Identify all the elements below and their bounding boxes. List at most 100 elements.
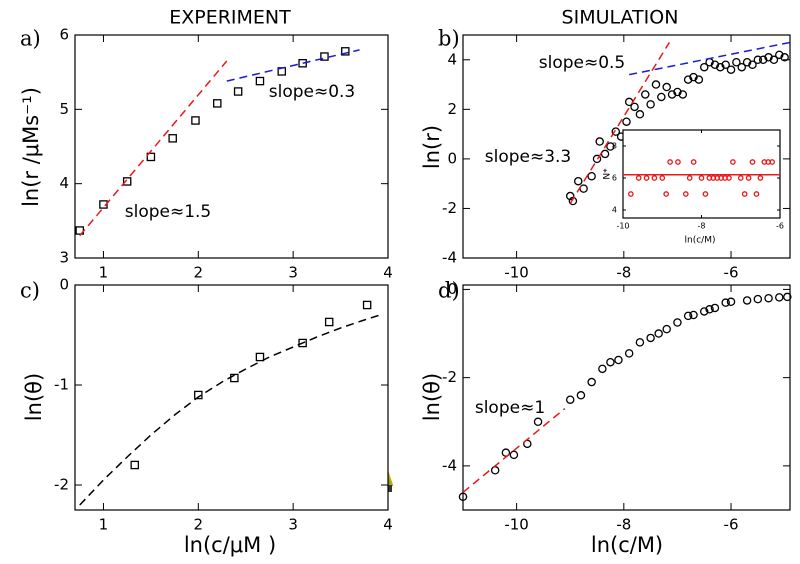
point [659, 175, 666, 181]
point [622, 117, 631, 126]
x-tick-label: -8 [616, 516, 631, 534]
point [726, 175, 732, 181]
point [710, 60, 720, 69]
point [698, 175, 705, 181]
point [780, 53, 789, 62]
x-tick-label: -6 [776, 222, 784, 231]
y-tick-label: 6 [612, 174, 617, 183]
panel-letter: b) [438, 27, 460, 51]
point [646, 100, 655, 109]
point [646, 333, 655, 343]
x-tick-label: 4 [383, 264, 393, 282]
point [130, 460, 140, 470]
point [721, 60, 730, 69]
y-tick-label: 6 [59, 26, 69, 44]
panel-title: EXPERIMENT [169, 7, 291, 29]
point [741, 191, 748, 197]
point [742, 58, 752, 67]
y-tick-label: 4 [612, 206, 617, 215]
y-axis-label: ln(θ) [22, 373, 46, 421]
plot-frame [462, 284, 791, 511]
point [758, 55, 768, 65]
point [587, 377, 596, 387]
point [737, 62, 747, 72]
y-tick-label: -2 [442, 199, 457, 217]
point [764, 53, 773, 62]
point [749, 159, 756, 165]
panel: 1 2 3 4 3 4 5 6 EXPERIMENT a) ln(r /μMs⁻¹) slope≈1.… [19, 7, 393, 282]
point [783, 292, 792, 302]
plot-frame [74, 284, 389, 511]
point [565, 191, 575, 201]
point [721, 298, 730, 307]
point [627, 191, 634, 197]
point [667, 90, 677, 99]
fit-line [79, 313, 384, 506]
point [598, 364, 607, 374]
y-tick-label: -4 [442, 249, 457, 267]
x-tick-label: 4 [383, 516, 393, 534]
point [730, 159, 736, 165]
y-tick-label: 0 [447, 149, 457, 167]
point [726, 65, 736, 74]
point [641, 90, 650, 99]
point [662, 324, 671, 334]
y-tick-label: -2 [442, 368, 457, 386]
panel-letter: d) [438, 279, 460, 303]
point [298, 338, 307, 348]
point [99, 200, 108, 209]
point [213, 99, 222, 108]
x-axis-label: ln(c/M) [591, 533, 663, 557]
point [667, 159, 673, 165]
panel: -10 -8 -6 -4 -2 0d) ln(c/M) ln(θ) slope≈1 [420, 279, 792, 557]
annotation: slope≈3.3 [485, 147, 572, 167]
x-tick-label: -10 [616, 222, 629, 231]
fit-line [629, 41, 790, 76]
x-tick-label: 2 [194, 516, 204, 534]
point [643, 175, 650, 181]
point [574, 176, 583, 186]
point [689, 310, 698, 320]
point [298, 58, 307, 68]
point [587, 171, 596, 181]
point [611, 127, 621, 136]
x-tick-label: 2 [194, 264, 204, 282]
point [362, 300, 372, 310]
y-axis-label: ln(r) [420, 125, 444, 169]
point [673, 318, 682, 327]
point [737, 175, 744, 181]
point [775, 293, 784, 302]
x-tick-label: -8 [698, 222, 706, 231]
point [657, 92, 666, 102]
point [194, 390, 203, 400]
point [694, 75, 704, 84]
point [635, 110, 645, 119]
point [341, 47, 350, 56]
panel: 1 2 3 4 -2 -1 0 c) ln(c/μM ) ln(θ) [20, 276, 393, 558]
point [748, 60, 757, 69]
fit-line [463, 407, 566, 493]
panel-letter: c) [20, 279, 40, 303]
point [324, 317, 334, 327]
point [191, 116, 200, 125]
point [683, 75, 693, 84]
point [699, 307, 709, 316]
x-tick-label: -10 [504, 264, 529, 282]
point [753, 191, 760, 197]
y-tick-label: 5 [59, 100, 69, 118]
point [576, 391, 586, 400]
x-tick-label: 3 [288, 264, 298, 282]
x-tick-label: -10 [504, 516, 529, 534]
point [606, 142, 615, 151]
y-tick-label: 4 [59, 174, 69, 192]
point [726, 297, 736, 307]
point [662, 82, 671, 92]
point [606, 357, 615, 367]
annotation: slope≈1.5 [125, 202, 212, 222]
point [716, 62, 725, 72]
point [764, 293, 773, 303]
point [146, 152, 156, 162]
y-axis-label: ln(r /μMs⁻¹) [19, 87, 43, 207]
fit-line [569, 42, 671, 204]
